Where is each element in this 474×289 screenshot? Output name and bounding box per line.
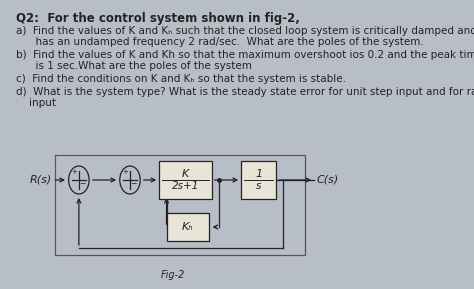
Bar [55,155,305,255]
Text: +: + [122,169,128,175]
Text: C(s): C(s) [317,175,339,185]
Bar [159,161,212,199]
Text: c)  Find the conditions on K and Kₕ so that the system is stable.: c) Find the conditions on K and Kₕ so th… [16,74,346,84]
Text: b)  Find the values of K and Kh so that the maximum overshoot ios 0.2 and the pe: b) Find the values of K and Kh so that t… [16,50,474,60]
Text: K: K [182,169,189,179]
Text: Kₕ: Kₕ [182,222,193,232]
Text: 1: 1 [255,169,262,179]
Bar [241,161,276,199]
Text: −: − [79,179,85,188]
Text: +: + [71,169,77,175]
Bar [166,213,209,241]
Text: has an undamped frequency 2 rad/sec.  What are the poles of the system.: has an undamped frequency 2 rad/sec. Wha… [16,37,424,47]
Text: Q2:  For the control system shown in fig-2,: Q2: For the control system shown in fig-… [16,12,300,25]
Text: −: − [130,179,136,188]
Text: is 1 sec.What are the poles of the system: is 1 sec.What are the poles of the syste… [16,61,252,71]
Text: input: input [16,98,56,108]
Text: s: s [256,181,261,191]
Text: Fig-2: Fig-2 [161,270,185,280]
Text: d)  What is the system type? What is the steady state error for unit step input : d) What is the system type? What is the … [16,87,474,97]
Text: a)  Find the values of K and Kₕ such that the closed loop system is critically d: a) Find the values of K and Kₕ such that… [16,26,474,36]
Text: 2s+1: 2s+1 [172,181,199,191]
Text: R(s): R(s) [29,175,52,185]
